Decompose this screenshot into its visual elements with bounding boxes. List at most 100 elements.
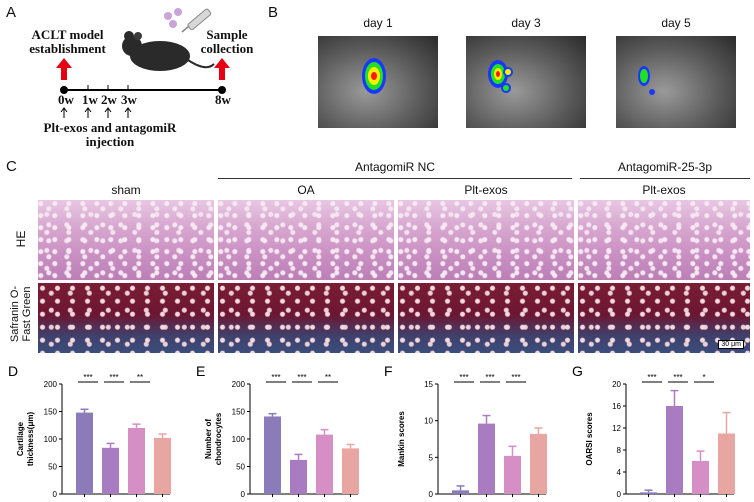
significance-stars: *** [459, 373, 468, 382]
y-tick-label: 50 [48, 463, 57, 472]
col-oa: OA [297, 183, 315, 197]
y-tick-label: 8 [617, 446, 622, 455]
bar [76, 412, 93, 494]
tick-2w: 2w [101, 92, 117, 107]
y-tick-label: 50 [236, 463, 245, 472]
up-arrow-icon [56, 58, 72, 80]
y-tick-label: 0 [53, 490, 58, 499]
significance-stars: *** [647, 373, 656, 382]
significance-stars: *** [271, 373, 280, 382]
injection-caption: Plt-exos and antagomiR injection [43, 120, 177, 149]
bar [504, 455, 521, 494]
histology-he-plt-exos [398, 200, 574, 280]
significance-stars: *** [83, 373, 92, 382]
y-axis-label: Cartilagethickness(μm) [16, 412, 35, 467]
y-tick-label: 5 [429, 453, 434, 462]
y-tick-label: 20 [612, 380, 621, 389]
bar [102, 447, 119, 494]
bar [452, 490, 469, 494]
timeline [60, 85, 226, 118]
y-tick-label: 0 [617, 490, 622, 499]
panel-letter-c: C [6, 158, 17, 175]
histology-he-sham [38, 200, 214, 280]
histology-saf-antagomir: 30 μm [578, 283, 750, 353]
group-header-antagomir-25-3p: AntagomiR-25-3p [617, 160, 713, 174]
col-sham: sham [111, 183, 141, 197]
tick-3w: 3w [121, 92, 137, 107]
histology-saf-oa [218, 283, 394, 353]
bar [666, 406, 683, 494]
bar [692, 461, 709, 494]
tick-8w: 8w [215, 92, 231, 107]
day-5-label: day 5 [661, 16, 691, 30]
up-arrow-icon [214, 58, 230, 80]
y-tick-label: 15 [424, 380, 433, 389]
ivis-image-day1 [318, 36, 438, 128]
y-tick-label: 0 [241, 490, 246, 499]
ivis-image-day5 [616, 36, 736, 128]
significance-stars: ** [325, 373, 331, 382]
bar [640, 492, 657, 494]
histology-saf-plt-exos [398, 283, 574, 353]
significance-stars: *** [485, 373, 494, 382]
bar [718, 433, 735, 494]
significance-stars: *** [511, 373, 520, 382]
bar [342, 448, 359, 494]
y-tick-label: 150 [232, 408, 246, 417]
chart-panel-f: F Mankin scores 0 5 10 15 *** *** *** [384, 363, 547, 499]
tick-1w: 1w [82, 92, 98, 107]
day-3-label: day 3 [511, 16, 541, 30]
day-1-label: day 1 [363, 16, 393, 30]
col-plt-exos-antagomir: Plt-exos [642, 183, 686, 197]
y-tick-label: 100 [232, 435, 246, 444]
group-divider [218, 178, 572, 179]
panel-letter-d: D [8, 363, 18, 379]
group-header-antagomir-nc: AntagomiR NC [354, 160, 436, 174]
bar [478, 423, 495, 494]
ivis-image-day3 [466, 36, 586, 128]
row-label-safranin: Safranin O- Fast Green [9, 285, 33, 343]
y-axis-label: Number ofchondrocytes [204, 412, 223, 465]
mouse-illustration [122, 8, 215, 71]
aclt-caption: ACLT model establishment [29, 27, 106, 56]
sample-caption: Sample collection [200, 27, 254, 56]
panel-letter-f: F [384, 363, 393, 379]
scale-bar: 30 μm [718, 340, 744, 349]
y-tick-label: 200 [44, 380, 58, 389]
y-tick-label: 12 [612, 424, 621, 433]
histology-saf-sham [38, 283, 214, 353]
significance-stars: ** [137, 373, 143, 382]
y-tick-label: 200 [232, 380, 246, 389]
panel-letter-a: A [6, 4, 17, 21]
group-divider [580, 178, 750, 179]
y-axis-label: OARSI scores [585, 412, 594, 466]
histology-he-antagomir [578, 200, 750, 280]
bar [154, 437, 171, 494]
panel-letter-e: E [196, 363, 205, 379]
y-tick-label: 4 [617, 468, 622, 477]
y-tick-label: 150 [44, 408, 58, 417]
y-tick-label: 16 [612, 402, 621, 411]
bar [264, 416, 281, 494]
histology-he-oa [218, 200, 394, 280]
tick-0w: 0w [58, 92, 74, 107]
y-tick-label: 10 [424, 417, 433, 426]
bar [530, 433, 547, 494]
y-tick-label: 0 [429, 490, 434, 499]
significance-stars: * [702, 373, 705, 382]
panel-letter-g: G [572, 363, 583, 379]
significance-stars: *** [673, 373, 682, 382]
col-plt-exos: Plt-exos [464, 183, 508, 197]
y-tick-label: 100 [44, 435, 58, 444]
bar [316, 434, 333, 494]
bar [290, 459, 307, 494]
significance-stars: *** [297, 373, 306, 382]
significance-stars: *** [109, 373, 118, 382]
panel-letter-b: B [268, 4, 279, 21]
bar [128, 428, 145, 494]
y-axis-label: Mankin scores [397, 411, 406, 467]
